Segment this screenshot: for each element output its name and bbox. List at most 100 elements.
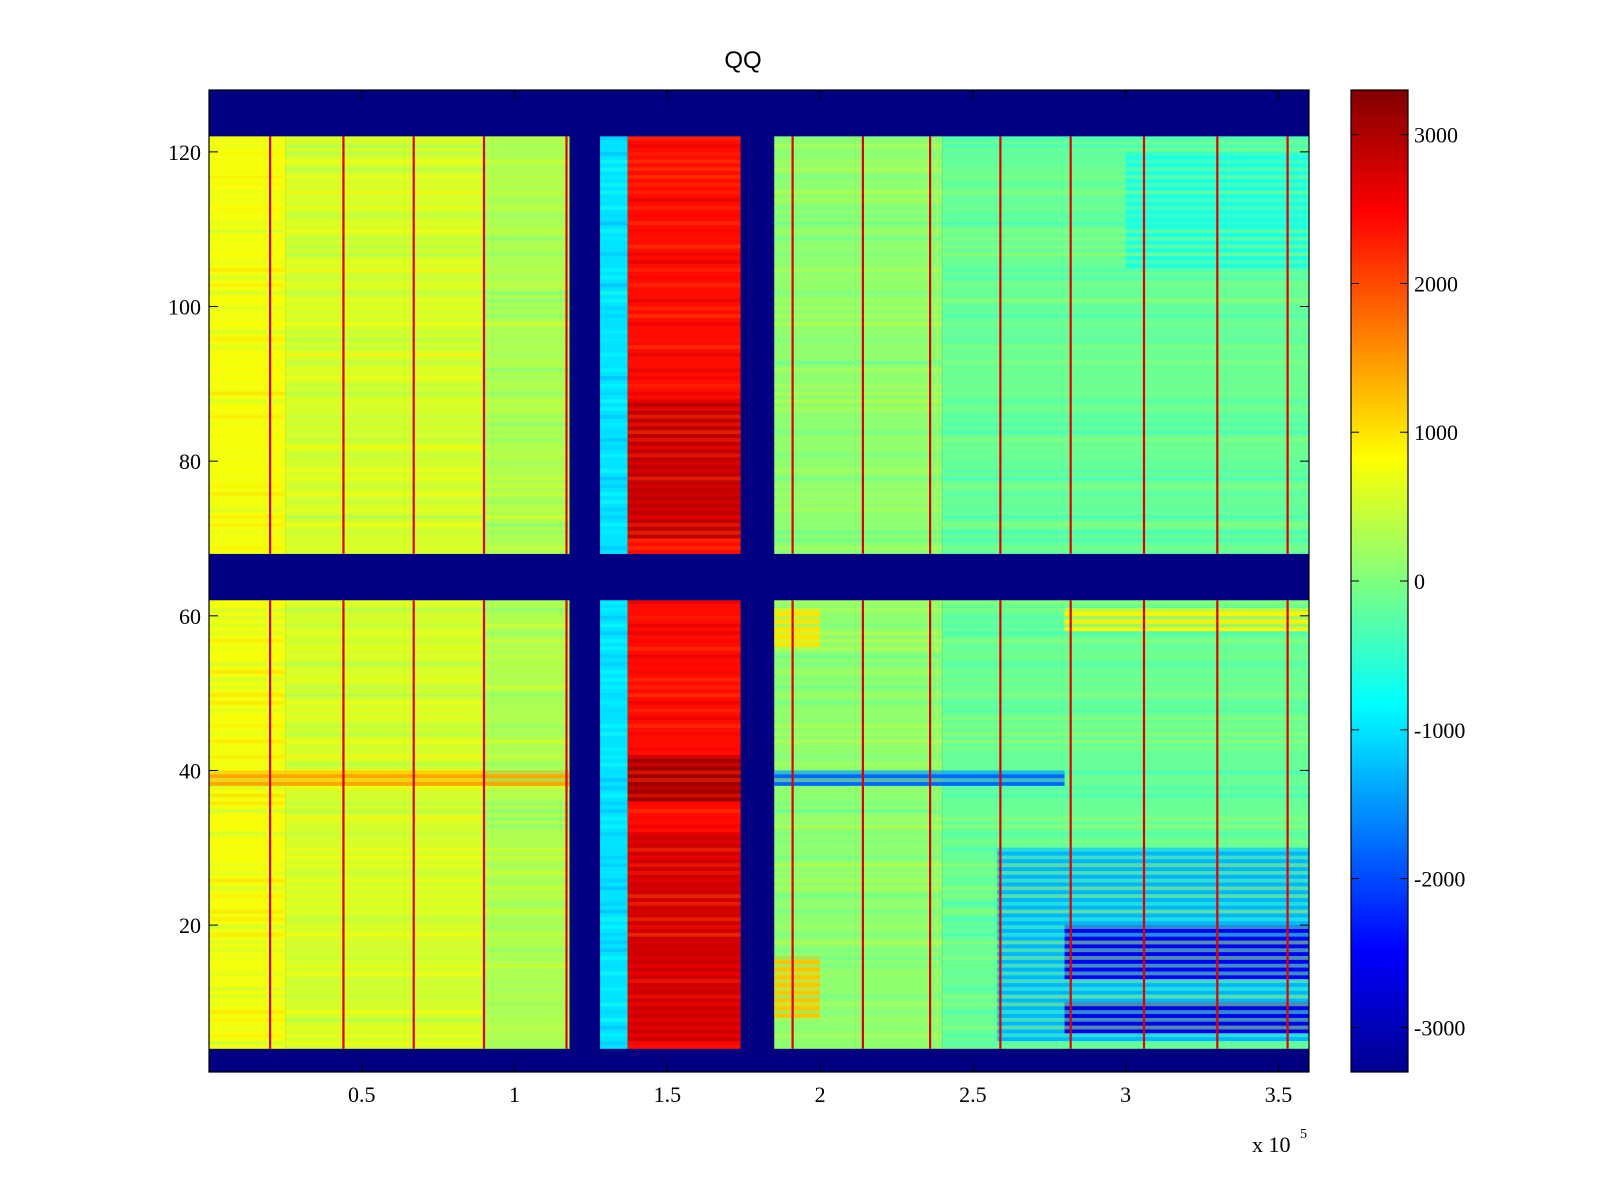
heatmap-texture [942, 515, 1309, 520]
heatmap-texture [942, 484, 1309, 489]
heatmap-texture [209, 213, 286, 218]
heatmap-texture [942, 283, 1309, 288]
heatmap-texture [627, 321, 741, 326]
heatmap-texture [942, 693, 1309, 697]
heatmap-texture [209, 314, 286, 319]
heatmap-texture [627, 151, 741, 156]
heatmap-texture [600, 298, 628, 303]
heatmap-texture [942, 762, 1309, 767]
heatmap-texture [774, 476, 943, 481]
heatmap-texture [774, 530, 943, 535]
heatmap-texture [942, 1033, 1309, 1038]
heatmap-texture [600, 437, 628, 442]
heatmap-texture [484, 213, 570, 218]
heatmap-texture [285, 337, 484, 342]
heatmap-texture [484, 492, 570, 496]
heatmap-texture [774, 631, 943, 636]
heatmap-texture [484, 229, 570, 234]
heatmap-texture [484, 693, 570, 697]
heatmap-texture [285, 159, 484, 164]
heatmap-texture [285, 213, 484, 218]
heatmap-texture [942, 948, 1309, 953]
heatmap-texture [209, 136, 286, 141]
heatmap-texture [627, 677, 741, 682]
heatmap-texture [627, 445, 741, 450]
heatmap-texture [942, 499, 1309, 504]
heatmap-texture [600, 136, 628, 141]
heatmap-texture [627, 631, 741, 636]
heatmap-texture [774, 383, 943, 388]
heatmap-texture [285, 894, 484, 899]
heatmap-texture [285, 190, 484, 195]
heatmap-texture [774, 700, 943, 705]
heatmap-texture [600, 530, 628, 535]
svg-text:x 10: x 10 [1252, 1132, 1291, 1157]
heatmap-texture [600, 940, 628, 945]
heatmap-texture [484, 909, 570, 914]
heatmap-texture [774, 229, 943, 234]
heatmap-texture [600, 646, 628, 651]
heatmap-texture [600, 1010, 628, 1015]
heatmap-texture [942, 430, 1309, 435]
heatmap-texture [484, 1025, 570, 1030]
heatmap-texture [209, 979, 286, 984]
heatmap-texture [285, 971, 484, 976]
heatmap-texture [774, 538, 943, 543]
heatmap-texture [285, 847, 484, 852]
heatmap-texture [484, 770, 570, 775]
heatmap-texture [285, 291, 484, 295]
heatmap-texture [209, 190, 286, 195]
heatmap-texture [285, 654, 484, 659]
heatmap-texture [484, 754, 570, 759]
heatmap-texture [285, 870, 484, 875]
heatmap-texture [600, 669, 628, 674]
heatmap-texture [484, 182, 570, 187]
heatmap-texture [285, 515, 484, 520]
heatmap-texture [209, 368, 286, 373]
heatmap-texture [484, 685, 570, 690]
heatmap-texture [209, 182, 286, 187]
heatmap-band [569, 600, 601, 1049]
heatmap-texture [627, 345, 741, 350]
heatmap-texture [209, 414, 286, 419]
heatmap-texture [942, 182, 1309, 187]
heatmap-texture [285, 329, 484, 334]
heatmap-texture [774, 283, 943, 288]
heatmap-texture [627, 646, 741, 651]
heatmap-texture [600, 1025, 628, 1030]
heatmap-texture [774, 925, 943, 929]
heatmap-texture [942, 855, 1309, 860]
heatmap-texture [209, 716, 286, 721]
heatmap-texture [484, 986, 570, 991]
heatmap-texture [774, 615, 943, 620]
heatmap-texture [774, 662, 943, 667]
heatmap-texture [484, 809, 570, 813]
heatmap-texture [209, 778, 286, 783]
heatmap-texture [627, 855, 741, 860]
heatmap-texture [484, 870, 570, 875]
heatmap-texture [209, 917, 286, 922]
heatmap-texture [209, 244, 286, 249]
heatmap-texture [942, 754, 1309, 759]
heatmap-texture [209, 840, 286, 844]
heatmap-texture [942, 306, 1309, 311]
heatmap-texture [285, 175, 484, 179]
heatmap-texture [600, 476, 628, 481]
heatmap-texture [484, 484, 570, 489]
heatmap-texture [285, 198, 484, 203]
heatmap-texture [627, 399, 741, 404]
heatmap-texture [209, 430, 286, 435]
colorbar-tick-label: 2000 [1414, 271, 1458, 296]
heatmap-texture [600, 182, 628, 187]
heatmap-texture [285, 785, 484, 790]
heatmap-texture [484, 832, 570, 837]
heatmap-texture [484, 1010, 570, 1015]
heatmap-texture [627, 198, 741, 203]
heatmap-texture [285, 754, 484, 759]
heatmap-texture [942, 407, 1309, 411]
heatmap-texture [484, 994, 570, 999]
heatmap-texture [209, 476, 286, 481]
heatmap-texture [627, 870, 741, 875]
heatmap-texture [942, 623, 1309, 628]
svg-text:5: 5 [1300, 1127, 1307, 1142]
